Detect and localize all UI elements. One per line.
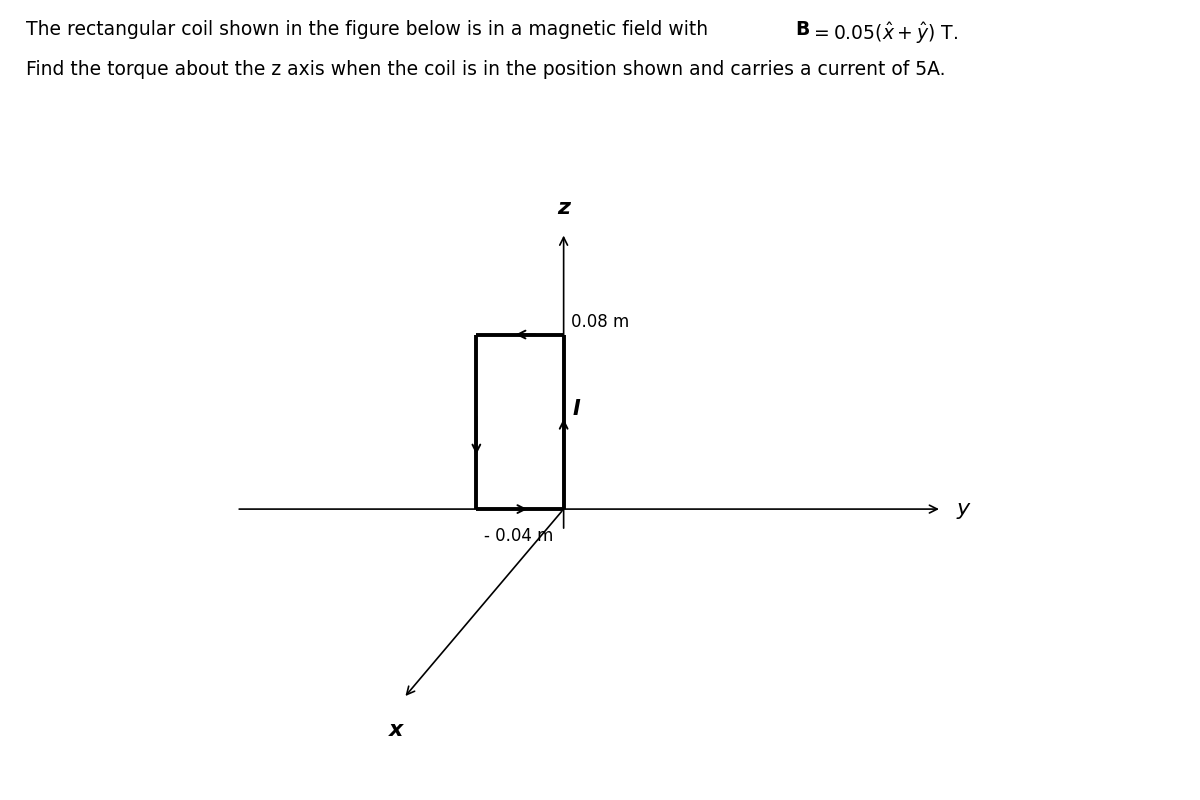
- Text: y: y: [956, 499, 970, 519]
- Text: - 0.04 m: - 0.04 m: [484, 527, 553, 546]
- Text: z: z: [557, 198, 570, 218]
- Text: The rectangular coil shown in the figure below is in a magnetic field with: The rectangular coil shown in the figure…: [26, 20, 714, 39]
- Text: B: B: [796, 20, 810, 39]
- Text: I: I: [572, 398, 580, 418]
- Text: Find the torque about the z axis when the coil is in the position shown and carr: Find the torque about the z axis when th…: [26, 60, 946, 79]
- Text: 0.08 m: 0.08 m: [571, 313, 629, 331]
- Text: x: x: [389, 720, 403, 740]
- Text: $= 0.05(\hat{x} + \hat{y})$ T.: $= 0.05(\hat{x} + \hat{y})$ T.: [810, 20, 958, 46]
